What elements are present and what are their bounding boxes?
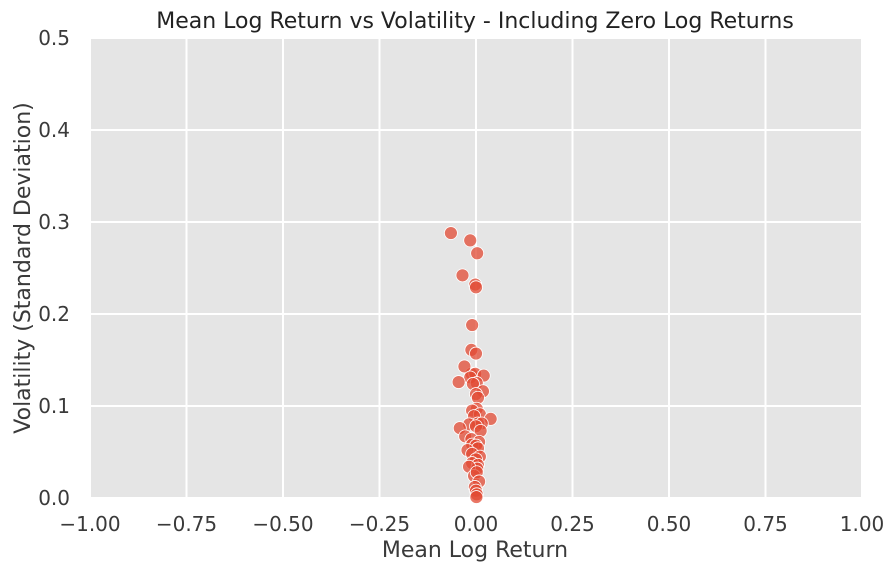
y-tick-label: 0.0 bbox=[38, 486, 70, 510]
data-point bbox=[451, 375, 466, 389]
data-point bbox=[469, 280, 483, 295]
x-tick-label: 0.75 bbox=[743, 512, 788, 536]
data-point bbox=[469, 490, 484, 504]
data-point bbox=[469, 346, 483, 361]
x-tick-label: −0.25 bbox=[349, 512, 410, 536]
x-axis-ticks: −1.00 −0.75 −0.50 −0.25 0.00 0.25 0.50 0.75 1.00 bbox=[59, 512, 884, 536]
data-point bbox=[465, 318, 480, 332]
data-point bbox=[455, 268, 470, 283]
x-tick-label: 1.00 bbox=[840, 512, 885, 536]
x-tick-label: 0.25 bbox=[550, 512, 595, 536]
y-tick-label: 0.1 bbox=[38, 394, 70, 418]
x-axis-label: Mean Log Return bbox=[382, 538, 568, 563]
y-tick-label: 0.5 bbox=[38, 26, 70, 50]
data-point bbox=[444, 226, 458, 240]
data-points bbox=[444, 226, 498, 504]
y-tick-label: 0.2 bbox=[38, 302, 70, 326]
data-point bbox=[470, 246, 485, 261]
data-point bbox=[457, 359, 472, 374]
chart-title: Mean Log Return vs Volatility - Includin… bbox=[156, 9, 794, 34]
y-tick-label: 0.4 bbox=[38, 118, 70, 142]
y-axis-label: Volatility (Standard Deviation) bbox=[11, 102, 36, 433]
x-tick-label: 0.00 bbox=[454, 512, 499, 536]
x-tick-label: −1.00 bbox=[59, 512, 120, 536]
x-tick-label: −0.75 bbox=[156, 512, 217, 536]
y-axis-ticks: 0.0 0.1 0.2 0.3 0.4 0.5 bbox=[38, 26, 70, 510]
x-tick-label: 0.50 bbox=[647, 512, 692, 536]
x-tick-label: −0.50 bbox=[252, 512, 313, 536]
y-tick-label: 0.3 bbox=[38, 210, 70, 234]
data-point bbox=[463, 233, 478, 248]
